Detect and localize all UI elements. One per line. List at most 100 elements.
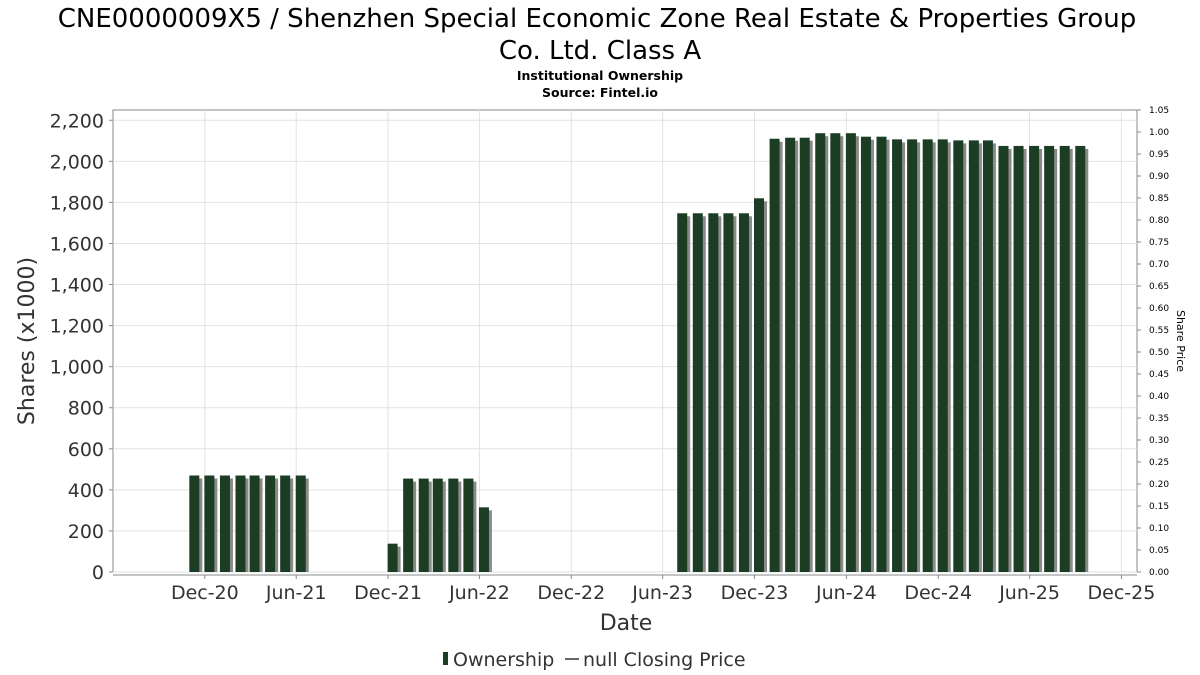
y2-tick-label: 0.75 [1149,238,1169,248]
y-tick-label: 400 [68,480,104,502]
ownership-bar [1029,145,1040,572]
legend-ownership-swatch [443,652,448,665]
y-tick-label: 1,000 [50,357,104,379]
y-tick-label: 800 [68,398,104,420]
y2-tick-label: 0.55 [1149,326,1169,336]
x-tick-label: Jun-23 [631,582,693,604]
x-tick-label: Dec-25 [1088,582,1156,604]
y-tick-label: 600 [68,439,104,461]
x-tick-label: Jun-22 [448,582,510,604]
y2-tick-label: 0.70 [1149,260,1169,270]
y2-tick-label: 0.00 [1149,568,1169,578]
y2-tick-label: 0.35 [1149,414,1169,424]
x-tick-label: Dec-20 [171,582,239,604]
ownership-bar [982,140,993,572]
ownership-bar [830,133,841,572]
y2-tick-label: 0.20 [1149,480,1169,490]
y2-tick-label: 0.90 [1149,172,1169,182]
ownership-bar [907,139,918,572]
ownership-bar [799,137,810,572]
y-tick-label: 0 [92,562,104,584]
ownership-bar [845,133,856,572]
y2-axis-ticks: 0.00 0.05 0.10 0.15 0.20 0.25 0.30 0.35 0.40 0.45… [1137,106,1169,578]
y2-tick-label: 1.00 [1149,128,1169,138]
y2-tick-label: 0.50 [1149,348,1169,358]
y-tick-label: 1,600 [50,233,104,255]
y-tick-label: 2,000 [50,151,104,173]
ownership-bars [189,133,1089,573]
ownership-bar [723,213,734,573]
chart-title-line1: CNE0000009X5 / Shenzhen Special Economic… [58,4,1137,34]
ownership-bar [892,139,903,572]
ownership-bar [1059,145,1070,572]
y2-tick-label: 0.30 [1149,436,1169,446]
ownership-bar [876,136,887,572]
ownership-bar [478,507,489,572]
ownership-bar [249,475,260,572]
legend-ownership-label: Ownership [453,649,554,671]
chart-subtitle: Institutional Ownership [517,68,683,83]
ownership-bar [295,475,306,572]
y2-tick-label: 0.65 [1149,282,1169,292]
legend: Ownership null Closing Price [443,649,746,671]
chart-source: Source: Fintel.io [542,85,658,100]
y2-tick-label: 0.60 [1149,304,1169,314]
y2-tick-label: 0.15 [1149,502,1169,512]
legend-closing-price-label: null Closing Price [583,649,746,671]
ownership-bar [280,475,291,572]
ownership-bar [1013,145,1024,572]
x-tick-label: Dec-21 [354,582,422,604]
ownership-bar [738,213,749,573]
y2-axis-title: Share Price [1174,310,1187,372]
ownership-bar [769,138,780,572]
ownership-bar [754,198,765,572]
y-tick-label: 1,800 [50,192,104,214]
ownership-bar [708,213,719,573]
ownership-bar [235,475,246,572]
x-tick-label: Jun-25 [998,582,1060,604]
ownership-bar [1075,145,1086,572]
y2-tick-label: 0.10 [1149,524,1169,534]
y2-tick-label: 0.40 [1149,392,1169,402]
x-tick-label: Jun-24 [815,582,877,604]
y-axis-title: Shares (x1000) [15,257,40,425]
x-tick-label: Jun-21 [265,582,327,604]
x-tick-label: Dec-22 [537,582,605,604]
x-axis-ticks: Dec-20 Jun-21 Dec-21 Jun-22 Dec-22 Jun-23 Dec-… [171,575,1155,604]
ownership-bar [448,478,459,572]
y2-tick-label: 0.80 [1149,216,1169,226]
y2-tick-label: 0.85 [1149,194,1169,204]
x-axis-title: Date [600,611,653,636]
y2-tick-label: 0.05 [1149,546,1169,556]
ownership-bar [815,133,826,572]
y2-tick-label: 0.25 [1149,458,1169,468]
y2-tick-label: 1.05 [1149,106,1169,116]
ownership-bar [785,137,796,572]
ownership-bar [265,475,276,572]
y2-tick-label: 0.95 [1149,150,1169,160]
y-tick-label: 2,200 [50,110,104,132]
ownership-bar [937,139,948,572]
ownership-bar [860,136,871,572]
y-axis-ticks: 0 200 400 600 800 1,000 1,200 1,400 1,600 1,800 2,… [50,110,113,584]
ownership-bar [692,213,703,573]
y-tick-label: 1,200 [50,316,104,338]
x-tick-label: Dec-24 [904,582,972,604]
chart-title-line2: Co. Ltd. Class A [499,36,702,66]
y2-tick-label: 0.45 [1149,370,1169,380]
ownership-bar [432,478,443,572]
ownership-bar [418,478,429,572]
ownership-bar [922,139,933,572]
ownership-bar [204,475,215,572]
y-tick-label: 200 [68,521,104,543]
ownership-bar [219,475,230,572]
ownership-bar [677,213,688,573]
ownership-bar [463,478,474,572]
ownership-bar [953,140,964,572]
ownership-bar [403,478,414,572]
y-tick-label: 1,400 [50,275,104,297]
ownership-bar [998,145,1009,572]
ownership-bar [189,475,200,572]
ownership-bar [968,140,979,572]
